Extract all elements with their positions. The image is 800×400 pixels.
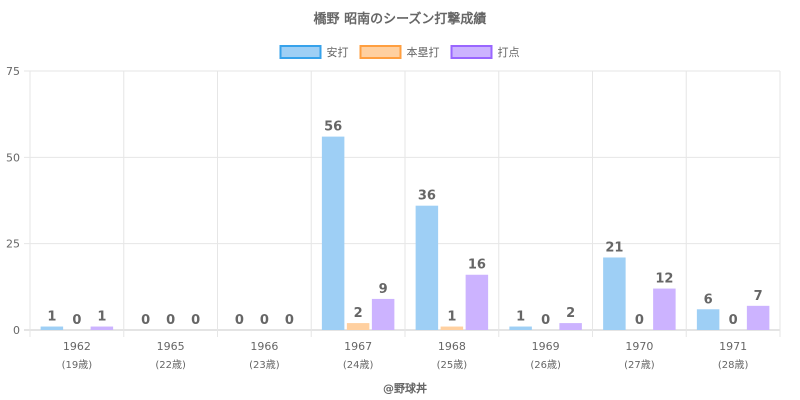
y-tick-label: 75: [6, 65, 20, 78]
data-label: 0: [72, 313, 81, 328]
legend-swatch: [279, 45, 322, 59]
x-tick-sublabel: (22歳): [155, 359, 186, 371]
x-tick-sublabel: (27歳): [624, 359, 655, 371]
x-tick-label: 1965: [157, 340, 185, 353]
bar: [415, 205, 439, 330]
data-label: 2: [566, 306, 575, 321]
legend-label: 本塁打: [407, 45, 440, 59]
bar: [321, 136, 345, 330]
legend-swatch: [359, 45, 402, 59]
data-label: 6: [704, 292, 713, 307]
legend: 安打 本塁打 打点: [279, 45, 520, 59]
y-axis: 0 25 50 75: [6, 65, 20, 337]
y-tick-label: 50: [6, 151, 20, 164]
data-label: 36: [418, 189, 436, 204]
data-label: 56: [324, 120, 342, 135]
x-tick-sublabel: (28歳): [718, 359, 749, 371]
data-label: 0: [635, 313, 644, 328]
data-label: 1: [447, 310, 456, 325]
data-label: 1: [516, 310, 525, 325]
x-axis: 1962 (19歳) 1965 (22歳) 1966 (23歳) 1967 (24歳) 1968…: [62, 340, 749, 371]
bar: [509, 326, 532, 330]
chart-title: 橋野 昭南のシーズン打撃成績: [314, 11, 487, 27]
y-tick-label: 25: [6, 238, 20, 251]
x-tick-sublabel: (24歳): [343, 359, 374, 371]
legend-swatch: [450, 45, 493, 59]
data-label: 16: [468, 258, 486, 273]
bar: [603, 257, 626, 330]
bar: [653, 288, 676, 330]
x-tick-label: 1970: [625, 340, 653, 353]
data-label: 0: [260, 313, 269, 328]
bar: [465, 274, 489, 330]
x-tick-label: 1969: [532, 340, 560, 353]
x-tick-label: 1966: [250, 340, 278, 353]
data-label: 9: [379, 282, 388, 297]
x-axis-title: @野球丼: [383, 381, 427, 395]
data-label: 0: [191, 313, 200, 328]
y-tick-label: 0: [13, 324, 20, 337]
x-tick-label: 1967: [344, 340, 372, 353]
x-tick-sublabel: (26歳): [530, 359, 561, 371]
data-label: 0: [166, 313, 175, 328]
bar: [346, 323, 370, 330]
data-label: 0: [141, 313, 150, 328]
x-tick-label: 1971: [719, 340, 747, 353]
data-label: 0: [285, 313, 294, 328]
x-tick-label: 1968: [438, 340, 466, 353]
data-label: 21: [605, 240, 623, 255]
data-label: 7: [754, 289, 763, 304]
x-tick-sublabel: (25歳): [437, 359, 468, 371]
bar: [90, 326, 114, 330]
data-label: 1: [47, 310, 56, 325]
data-label: 12: [655, 272, 673, 287]
x-tick-sublabel: (23歳): [249, 359, 280, 371]
x-tick-sublabel: (19歳): [62, 359, 93, 371]
bar: [559, 323, 582, 330]
bar: [40, 326, 64, 330]
data-label: 0: [541, 313, 550, 328]
legend-label: 安打: [327, 45, 349, 59]
bars: [40, 136, 770, 330]
bar: [440, 326, 464, 330]
data-label: 0: [729, 313, 738, 328]
legend-label: 打点: [498, 45, 520, 59]
bar: [746, 305, 770, 330]
bar: [371, 298, 395, 330]
data-label: 0: [235, 313, 244, 328]
data-label: 1: [97, 310, 106, 325]
x-tick-label: 1962: [63, 340, 91, 353]
grid: [24, 70, 781, 337]
bar: [696, 309, 720, 330]
data-label: 2: [354, 306, 363, 321]
